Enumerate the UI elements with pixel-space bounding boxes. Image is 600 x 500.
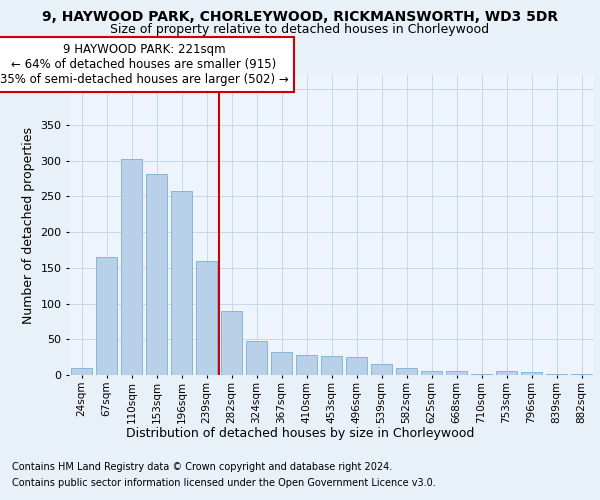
- Bar: [196, 260, 217, 375]
- Text: Contains HM Land Registry data © Crown copyright and database right 2024.: Contains HM Land Registry data © Crown c…: [12, 462, 392, 472]
- Bar: [246, 340, 267, 375]
- Bar: [571, 374, 592, 375]
- Bar: [346, 357, 367, 375]
- Bar: [496, 372, 517, 375]
- Bar: [271, 352, 292, 375]
- Bar: [421, 370, 442, 375]
- Bar: [446, 372, 467, 375]
- Y-axis label: Number of detached properties: Number of detached properties: [22, 126, 35, 324]
- Bar: [96, 257, 117, 375]
- Text: Size of property relative to detached houses in Chorleywood: Size of property relative to detached ho…: [110, 22, 490, 36]
- Text: Distribution of detached houses by size in Chorleywood: Distribution of detached houses by size …: [126, 428, 474, 440]
- Bar: [521, 372, 542, 375]
- Bar: [546, 374, 567, 375]
- Bar: [146, 174, 167, 375]
- Bar: [171, 190, 192, 375]
- Bar: [296, 355, 317, 375]
- Bar: [471, 374, 492, 375]
- Bar: [321, 356, 342, 375]
- Text: 9 HAYWOOD PARK: 221sqm
← 64% of detached houses are smaller (915)
35% of semi-de: 9 HAYWOOD PARK: 221sqm ← 64% of detached…: [0, 42, 289, 86]
- Bar: [371, 364, 392, 375]
- Bar: [221, 310, 242, 375]
- Bar: [396, 368, 417, 375]
- Bar: [71, 368, 92, 375]
- Bar: [121, 158, 142, 375]
- Text: 9, HAYWOOD PARK, CHORLEYWOOD, RICKMANSWORTH, WD3 5DR: 9, HAYWOOD PARK, CHORLEYWOOD, RICKMANSWO…: [42, 10, 558, 24]
- Text: Contains public sector information licensed under the Open Government Licence v3: Contains public sector information licen…: [12, 478, 436, 488]
